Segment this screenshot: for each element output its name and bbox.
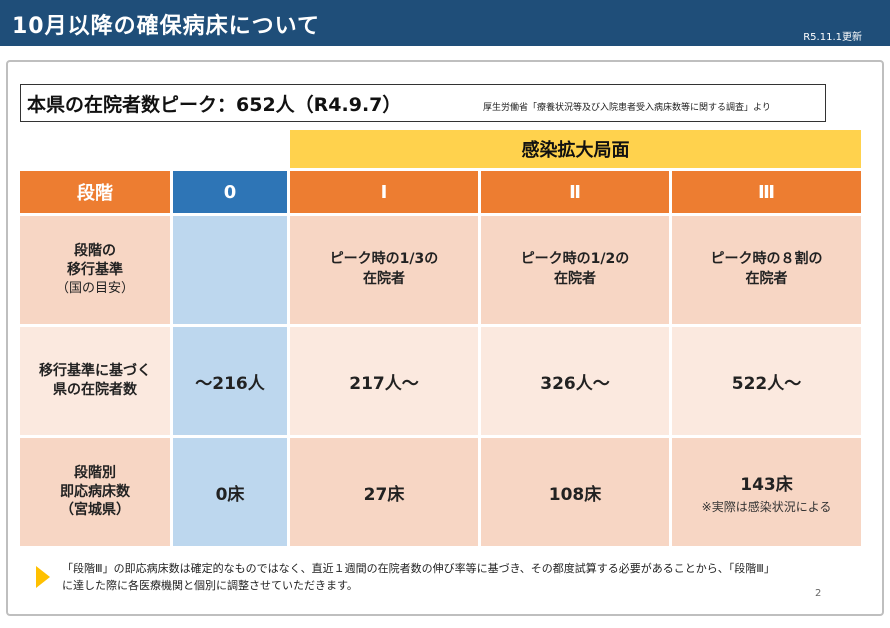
cell-stage1-beds: 27床: [290, 438, 478, 546]
cell-stage3-criteria: ピーク時の８割の 在院者: [672, 216, 861, 324]
page-number: 2: [815, 588, 822, 599]
cell-stage3-inpatients: 522人～: [672, 327, 861, 435]
header-stage-0: 0: [173, 171, 287, 213]
header-stage-label: 段階: [20, 171, 170, 213]
row-label-line: 移行基準に基づく: [39, 363, 151, 380]
page-title: 10月以降の確保病床について: [12, 14, 320, 39]
page-header: 10月以降の確保病床について R5.11.1更新: [0, 0, 890, 46]
updated-date: R5.11.1更新: [803, 32, 862, 43]
cell-text-line: ピーク時の８割の: [710, 251, 823, 268]
row-label-transition-criteria: 段階の 移行基準 （国の目安）: [20, 216, 170, 324]
peak-summary-text: 本県の在院者数ピーク：652人（R4.9.7）: [27, 94, 402, 116]
cell-text-line: ピーク時の1/2の: [520, 251, 630, 268]
header-stage-3: Ⅲ: [672, 171, 861, 213]
row-label-line: 即応病床数: [60, 483, 130, 500]
expansion-phase-banner: 感染拡大局面: [290, 130, 861, 168]
row-label-ready-beds: 段階別 即応病床数 （宮城県）: [20, 438, 170, 546]
row-label-line: 段階の: [74, 243, 116, 260]
row-label-inpatient-count: 移行基準に基づく 県の在院者数: [20, 327, 170, 435]
cell-text-line: ピーク時の1/3の: [329, 251, 439, 268]
cell-stage3-beds-note: ※実際は感染状況による: [701, 499, 832, 514]
peak-summary-box: 本県の在院者数ピーク：652人（R4.9.7） 厚生労働省「療養状況等及び入院患…: [20, 84, 826, 122]
row-label-line: 段階別: [74, 464, 116, 481]
cell-text-line: 在院者: [363, 271, 405, 287]
cell-stage0-inpatients: ～216人: [173, 327, 287, 435]
cell-stage1-criteria: ピーク時の1/3の 在院者: [290, 216, 478, 324]
footnote-text: 「段階Ⅲ」の即応病床数は確定的なものではなく、直近１週間の在院者数の伸び率等に基…: [62, 561, 862, 594]
header-stage-1: Ⅰ: [290, 171, 478, 213]
footnote-arrow-icon: [36, 566, 50, 588]
cell-stage2-inpatients: 326人～: [481, 327, 669, 435]
cell-text-line: 在院者: [554, 271, 596, 287]
row-label-line: （宮城県）: [60, 502, 130, 519]
peak-source-note: 厚生労働省「療養状況等及び入院患者受入病床数等に関する調査」より: [483, 103, 771, 113]
row-label-line: 移行基準: [67, 262, 123, 279]
footnote-line: に達した際に各医療機関と個別に調整させていただきます。: [62, 578, 358, 592]
row-label-line: 県の在院者数: [53, 382, 137, 398]
cell-stage3-beds-value: 143床: [740, 474, 793, 495]
cell-stage2-beds: 108床: [481, 438, 669, 546]
cell-text-line: 在院者: [745, 271, 788, 287]
cell-stage1-inpatients: 217人～: [290, 327, 478, 435]
cell-stage3-beds: 143床 ※実際は感染状況による: [672, 438, 861, 546]
header-stage-2: Ⅱ: [481, 171, 669, 213]
cell-stage2-criteria: ピーク時の1/2の 在院者: [481, 216, 669, 324]
row-sublabel: （国の目安）: [55, 281, 134, 297]
cell-stage0-criteria: [173, 216, 287, 324]
cell-stage0-beds: 0床: [173, 438, 287, 546]
footnote-line: 「段階Ⅲ」の即応病床数は確定的なものではなく、直近１週間の在院者数の伸び率等に基…: [62, 562, 775, 575]
